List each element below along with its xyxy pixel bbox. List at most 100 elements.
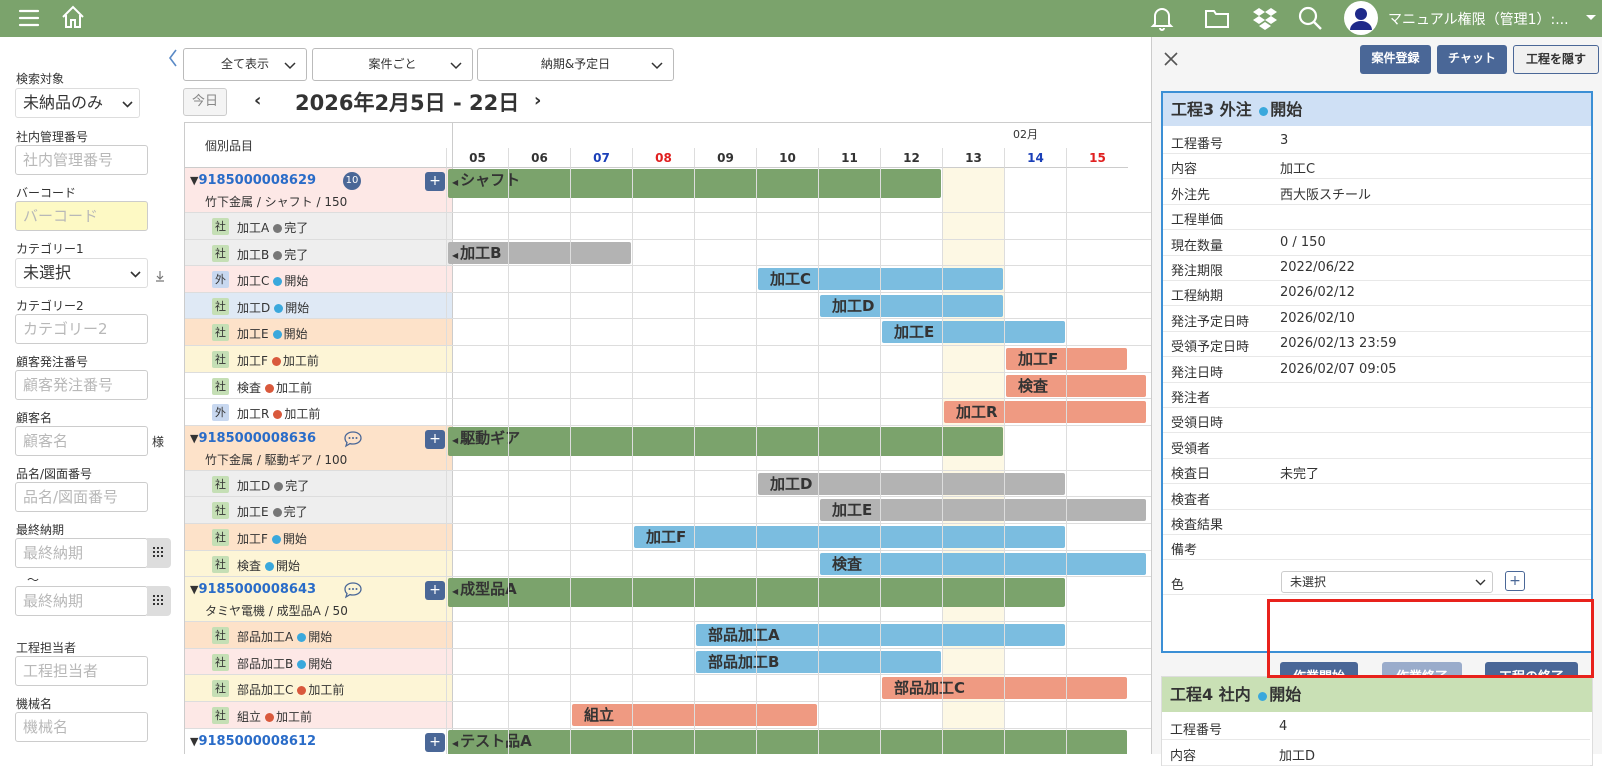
process-label[interactable]: 加工F 開始 xyxy=(237,530,307,547)
sort-down-icon[interactable] xyxy=(155,270,165,282)
gantt-bar[interactable]: 加工E xyxy=(820,499,1146,522)
field-value: 2026/02/10 xyxy=(1280,310,1355,326)
process-label[interactable]: 部品加工A 開始 xyxy=(237,628,332,645)
gantt-bar[interactable]: ◀ テスト品A xyxy=(448,729,1127,754)
item-number[interactable]: ▼9185000008636 xyxy=(190,431,316,446)
row-label[interactable]: 社検査 加工前 xyxy=(185,372,453,399)
product-input[interactable] xyxy=(15,482,148,512)
folder-icon[interactable] xyxy=(1204,7,1230,29)
final-due-from-input[interactable] xyxy=(15,538,148,568)
gantt-bar[interactable]: 加工R xyxy=(944,401,1146,424)
item-number[interactable]: ▼9185000008629 xyxy=(190,173,316,188)
customer-order-input[interactable] xyxy=(15,370,148,400)
item-number[interactable]: ▼9185000008612 xyxy=(190,734,316,749)
home-icon[interactable] xyxy=(60,4,86,30)
category1-select[interactable]: 未選択 xyxy=(15,258,148,288)
bell-icon[interactable] xyxy=(1150,5,1174,31)
process-label[interactable]: 加工E 開始 xyxy=(237,325,308,342)
expand-triangle-icon[interactable]: ▼ xyxy=(190,734,199,748)
chevron-down-icon[interactable] xyxy=(1585,14,1597,22)
close-icon[interactable] xyxy=(1164,52,1178,66)
category2-input[interactable] xyxy=(15,314,148,344)
barcode-input[interactable] xyxy=(15,201,148,231)
expand-triangle-icon[interactable]: ▼ xyxy=(190,583,199,597)
process-label[interactable]: 加工A 完了 xyxy=(237,219,308,236)
add-process-button[interactable]: + xyxy=(425,429,445,449)
process-label[interactable]: 加工F 加工前 xyxy=(237,352,319,369)
customer-input[interactable] xyxy=(15,426,148,456)
row-label[interactable]: 社加工A 完了 xyxy=(185,213,453,239)
prev-range-button[interactable]: ‹ xyxy=(254,90,262,111)
gantt-bar[interactable]: 加工D xyxy=(820,294,1003,317)
machine-input[interactable] xyxy=(15,712,148,742)
process-label[interactable]: 組立 加工前 xyxy=(237,708,312,725)
menu-icon[interactable] xyxy=(18,8,40,28)
register-case-button[interactable]: 案件登録 xyxy=(1360,45,1431,74)
color-select[interactable]: 未選択 xyxy=(1281,571,1493,593)
process-label[interactable]: 加工D 完了 xyxy=(237,477,309,494)
row-label[interactable]: 社組立 加工前 xyxy=(185,702,453,728)
next-range-button[interactable]: › xyxy=(534,90,542,111)
gantt-bar[interactable]: ◀ 駆動ギア xyxy=(448,426,1003,456)
process-label[interactable]: 検査 加工前 xyxy=(237,379,312,396)
add-process-button[interactable]: + xyxy=(425,581,445,601)
search-icon[interactable] xyxy=(1297,5,1323,31)
gantt-bar[interactable]: 加工F xyxy=(634,526,1065,548)
expand-triangle-icon[interactable]: ▼ xyxy=(190,431,199,445)
collapse-left-icon[interactable] xyxy=(168,49,178,67)
row-label[interactable]: 社部品加工A 開始 xyxy=(185,622,453,648)
row-label[interactable]: 社加工D 開始 xyxy=(185,292,453,319)
row-label[interactable]: 外加工C 開始 xyxy=(185,266,453,292)
today-button[interactable]: 今日 xyxy=(183,88,227,116)
row-label[interactable]: ▼9185000008643 タミヤ電機 / 成型品A / 50 + xyxy=(185,577,453,622)
process-label[interactable]: 加工R 加工前 xyxy=(237,405,320,422)
add-process-button[interactable]: + xyxy=(425,172,445,191)
process-label[interactable]: 検査 開始 xyxy=(237,557,300,574)
gantt-bar[interactable]: 加工D xyxy=(758,472,1065,495)
gantt-bar[interactable]: 検査 xyxy=(820,552,1146,575)
calendar-button[interactable] xyxy=(147,538,171,568)
process-label[interactable]: 部品加工C 加工前 xyxy=(237,681,344,698)
avatar-icon[interactable] xyxy=(1344,1,1378,35)
row-label[interactable]: 社加工D 完了 xyxy=(185,470,453,497)
process-label[interactable]: 加工E 完了 xyxy=(237,503,308,520)
gantt-bar[interactable]: 検査 xyxy=(1006,374,1146,397)
row-label[interactable]: ▼9185000008612 + xyxy=(185,728,453,754)
internal-no-input[interactable] xyxy=(15,145,148,175)
chat-bubble-icon[interactable] xyxy=(343,581,363,599)
process-label[interactable]: 加工B 完了 xyxy=(237,246,308,263)
process-label[interactable]: 加工C 開始 xyxy=(237,272,308,289)
per-case-dropdown[interactable]: 案件ごと xyxy=(312,48,473,81)
field-row: 検査日 未完了 xyxy=(1163,458,1591,485)
user-name[interactable]: マニュアル権限（管理1）:... xyxy=(1388,12,1569,28)
row-label[interactable]: 社検査 開始 xyxy=(185,550,453,577)
row-label[interactable]: ▼9185000008629 竹下金属 / シャフト / 150 10 + xyxy=(185,168,453,212)
row-label[interactable]: 社加工B 完了 xyxy=(185,239,453,266)
row-label[interactable]: 社部品加工C 加工前 xyxy=(185,675,453,701)
search-target-select[interactable]: 未納品のみ xyxy=(15,88,140,118)
gantt-bar[interactable]: 加工E xyxy=(882,321,1065,344)
due-plan-dropdown[interactable]: 納期&予定日 xyxy=(477,48,674,81)
row-label[interactable]: ▼9185000008636 竹下金属 / 駆動ギア / 100 + xyxy=(185,425,453,470)
process-label[interactable]: 加工D 開始 xyxy=(237,299,309,316)
view-all-dropdown[interactable]: 全て表示 xyxy=(183,48,307,81)
chat-bubble-icon[interactable] xyxy=(343,430,363,448)
row-label[interactable]: 社加工E 開始 xyxy=(185,319,453,345)
chat-button[interactable]: チャット xyxy=(1437,45,1507,74)
row-label[interactable]: 社部品加工B 開始 xyxy=(185,648,453,675)
dropbox-icon[interactable] xyxy=(1252,6,1278,30)
row-label[interactable]: 社加工E 完了 xyxy=(185,497,453,523)
expand-triangle-icon[interactable]: ▼ xyxy=(190,174,199,187)
calendar-button[interactable] xyxy=(147,586,171,616)
row-label[interactable]: 外加工R 加工前 xyxy=(185,399,453,425)
add-process-button[interactable]: + xyxy=(425,732,445,752)
gantt-bar[interactable]: ◀ 加工B xyxy=(448,241,631,264)
final-due-to-input[interactable] xyxy=(15,586,148,616)
assignee-input[interactable] xyxy=(15,656,148,686)
add-color-button[interactable]: + xyxy=(1505,571,1525,591)
row-label[interactable]: 社加工F 加工前 xyxy=(185,346,453,372)
process-label[interactable]: 部品加工B 開始 xyxy=(237,655,332,672)
hide-process-button[interactable]: 工程を隠す xyxy=(1513,45,1599,74)
row-label[interactable]: 社加工F 開始 xyxy=(185,524,453,550)
item-number[interactable]: ▼9185000008643 xyxy=(190,582,316,597)
